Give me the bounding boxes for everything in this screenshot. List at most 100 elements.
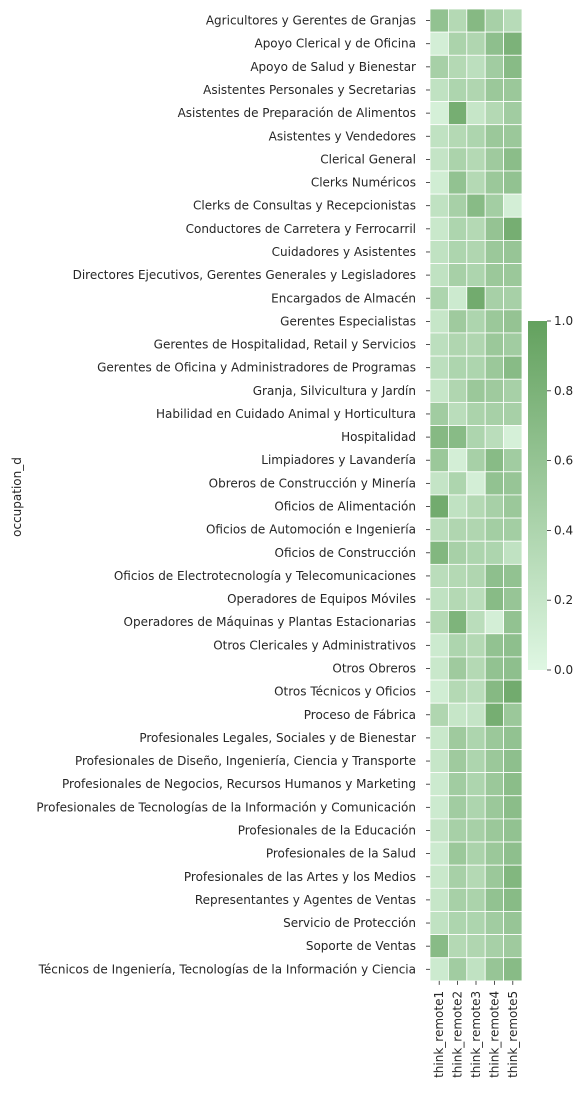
row-tick-label: Clerks de Consultas y Recepcionistas (193, 199, 416, 213)
column-tick-labels: think_remote1 think_remote2 think_remote3 t… (432, 980, 520, 1078)
heatmap-cell-r32-c3 (484, 749, 505, 774)
heatmap-cell-r17-c0 (429, 401, 449, 426)
heatmap-cell-r37-c1 (447, 864, 468, 889)
heatmap-cell-r32-c0 (429, 749, 449, 774)
column-tick-label: think_remote1 (432, 991, 446, 1078)
heatmap-cell-r10-c4 (503, 239, 523, 264)
heatmap-cell-r38-c4 (503, 887, 523, 912)
row-tick-label: Encargados de Almacén (271, 291, 416, 305)
heatmap-cell-r24-c4 (503, 563, 523, 588)
heatmap-cell-r5-c1 (447, 124, 468, 149)
heatmap-cell-r3-c4 (503, 78, 523, 102)
heatmap-cell-r24-c0 (429, 563, 449, 588)
heatmap-cell-r9-c1 (447, 216, 468, 241)
heatmap-cell-r3-c0 (429, 78, 449, 102)
heatmap-cell-r29-c2 (466, 679, 486, 704)
heatmap-cell-r1-c2 (466, 31, 486, 56)
heatmap-cell-r25-c1 (447, 587, 468, 612)
heatmap-cell-r6-c3 (484, 147, 505, 172)
heatmap-cell-r23-c2 (466, 540, 486, 565)
colorbar-tick-label: 0.6 (554, 454, 573, 468)
heatmap-cell-r13-c4 (503, 309, 523, 334)
heatmap-cell-r17-c3 (484, 401, 505, 426)
column-tick-label: think_remote2 (451, 991, 465, 1078)
heatmap-cell-r2-c0 (429, 54, 449, 79)
heatmap-cell-r37-c4 (503, 864, 523, 889)
row-tick-label: Gerentes de Hospitalidad, Retail y Servi… (154, 338, 416, 352)
heatmap-cell-r25-c2 (466, 587, 486, 612)
heatmap-cell-r15-c3 (484, 355, 505, 380)
heatmap-cell-r33-c2 (466, 772, 486, 797)
heatmap-cell-r26-c0 (429, 610, 449, 635)
heatmap-cell-r21-c2 (466, 494, 486, 519)
heatmap-cell-r12-c3 (484, 286, 505, 311)
heatmap-cell-r30-c4 (503, 702, 523, 727)
row-tick-label: Servicio de Protección (283, 916, 416, 930)
heatmap-cell-r39-c1 (447, 911, 468, 936)
heatmap-cell-r39-c4 (503, 911, 523, 936)
colorbar-bar (528, 321, 547, 670)
heatmap-cell-r17-c4 (503, 401, 523, 426)
heatmap-cell-r24-c3 (484, 563, 505, 588)
heatmap-cell-r11-c4 (503, 263, 523, 288)
heatmap-cell-r19-c2 (466, 448, 486, 473)
heatmap-cell-r36-c2 (466, 841, 486, 866)
heatmap-cell-r40-c1 (447, 934, 468, 959)
heatmap-cell-r36-c4 (503, 841, 523, 866)
heatmap-cell-r32-c2 (466, 749, 486, 774)
heatmap-cell-r0-c2 (466, 8, 486, 33)
heatmap-cell-r34-c4 (503, 795, 523, 820)
heatmap-cell-r31-c0 (429, 725, 449, 750)
row-tick-label: Clerical General (320, 152, 416, 166)
heatmap-cell-r26-c4 (503, 610, 523, 635)
heatmap-cell-r32-c4 (503, 749, 523, 774)
row-tick-label: Profesionales de la Salud (266, 847, 416, 861)
heatmap-cell-r41-c0 (429, 957, 449, 982)
heatmap-cell-r7-c1 (447, 170, 468, 195)
heatmap-cell-r34-c2 (466, 795, 486, 820)
heatmap-cell-r33-c4 (503, 772, 523, 797)
heatmap-cell-r22-c2 (466, 517, 486, 542)
heatmap-cell-r36-c3 (484, 841, 505, 866)
colorbar-tick-label: 1.0 (554, 314, 573, 328)
heatmap-cell-r37-c3 (484, 864, 505, 889)
heatmap-cell-r33-c0 (429, 772, 449, 797)
column-tick-label: think_remote3 (469, 991, 483, 1078)
heatmap-cell-r25-c4 (503, 587, 523, 612)
heatmap-cell-r4-c0 (429, 101, 449, 126)
row-tick-label: Limpiadores y Lavandería (261, 453, 416, 467)
heatmap-cell-r21-c0 (429, 494, 449, 519)
heatmap-cell-r34-c0 (429, 795, 449, 820)
heatmap-cell-r18-c0 (429, 425, 449, 450)
heatmap-cell-r13-c0 (429, 309, 449, 334)
heatmap-cell-r40-c0 (429, 934, 449, 959)
heatmap-cell-r29-c3 (484, 679, 505, 704)
row-tick-label: Asistentes Personales y Secretarias (203, 83, 416, 97)
heatmap-cell-r2-c4 (503, 54, 523, 79)
heatmap-cell-r14-c1 (447, 332, 468, 357)
row-tick-label: Representantes y Agentes de Ventas (195, 893, 416, 907)
heatmap-cell-r15-c0 (429, 355, 449, 380)
heatmap-cell-r41-c3 (484, 957, 505, 982)
heatmap-cell-r25-c0 (429, 587, 449, 612)
row-tick-label: Gerentes de Oficina y Administradores de… (97, 361, 416, 375)
heatmap-cell-r9-c3 (484, 216, 505, 241)
heatmap-cell-r13-c2 (466, 309, 486, 334)
heatmap-cell-r40-c2 (466, 934, 486, 959)
heatmap-cell-r13-c1 (447, 309, 468, 334)
heatmap-cell-r40-c3 (484, 934, 505, 959)
heatmap-cell-r38-c0 (429, 887, 449, 912)
heatmap-cell-r26-c2 (466, 610, 486, 635)
heatmap-cell-r27-c0 (429, 633, 449, 658)
heatmap-cell-r38-c2 (466, 887, 486, 912)
heatmap-cell-r10-c2 (466, 239, 486, 264)
heatmap-cell-r21-c1 (447, 494, 468, 519)
heatmap-cell-r6-c4 (503, 147, 523, 172)
heatmap-cell-r29-c1 (447, 679, 468, 704)
row-tick-label: Cuidadores y Asistentes (272, 245, 416, 259)
colorbar-tick-label: 0.0 (554, 663, 573, 677)
heatmap-cell-r15-c2 (466, 355, 486, 380)
heatmap-cell-r19-c4 (503, 448, 523, 473)
